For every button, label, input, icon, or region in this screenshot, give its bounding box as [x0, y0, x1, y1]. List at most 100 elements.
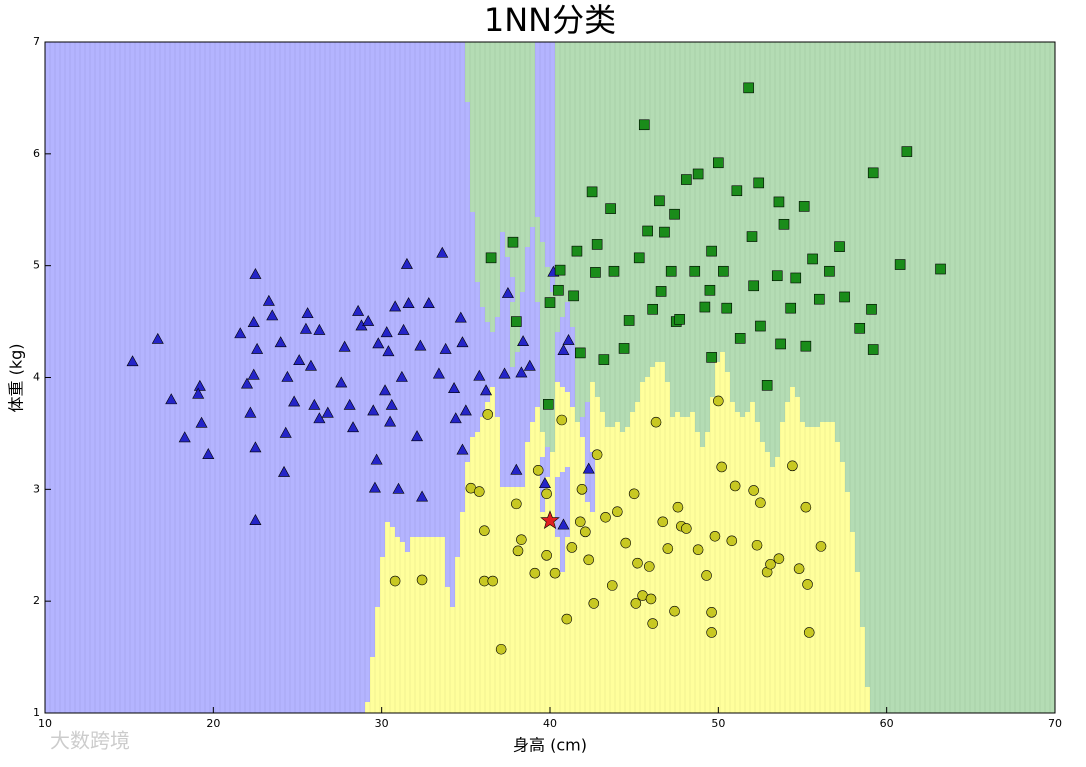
decision-region	[565, 302, 570, 307]
decision-region	[555, 122, 1055, 127]
decision-region	[555, 367, 575, 372]
decision-region	[475, 232, 500, 237]
decision-region	[45, 107, 470, 112]
point-circle	[561, 613, 573, 625]
decision-region	[555, 132, 1055, 137]
decision-region	[535, 112, 555, 117]
decision-region	[585, 472, 595, 477]
decision-region	[495, 327, 510, 332]
decision-region	[525, 482, 540, 487]
decision-region	[780, 442, 840, 447]
decision-region	[45, 157, 470, 162]
decision-region	[45, 262, 475, 267]
decision-region	[465, 52, 535, 57]
decision-region	[560, 317, 570, 322]
decision-region	[45, 52, 465, 57]
decision-region	[475, 272, 500, 277]
decision-region	[565, 537, 855, 542]
decision-region	[550, 467, 565, 472]
point-square	[706, 352, 717, 363]
decision-region	[560, 322, 570, 327]
decision-region	[560, 562, 565, 567]
decision-region	[385, 552, 445, 557]
decision-region	[45, 522, 385, 527]
y-tick-label: 1	[33, 706, 40, 719]
decision-region	[570, 492, 585, 497]
decision-region	[590, 437, 700, 442]
decision-region	[845, 487, 1055, 492]
point-triangle	[459, 404, 472, 416]
decision-region	[840, 452, 1055, 457]
point-square	[867, 344, 879, 355]
point-triangle	[402, 297, 415, 308]
decision-region	[555, 212, 1055, 217]
decision-region	[480, 282, 500, 287]
decision-region	[45, 397, 490, 402]
point-triangle	[126, 355, 139, 367]
point-square	[638, 119, 650, 131]
decision-region	[45, 132, 470, 137]
point-square	[854, 322, 866, 334]
decision-region	[530, 242, 535, 247]
point-circle	[574, 516, 586, 528]
decision-region	[475, 227, 530, 232]
decision-region	[780, 422, 805, 427]
decision-region	[500, 242, 505, 247]
point-triangle	[301, 307, 314, 319]
chart-title: 1NN分类	[484, 1, 616, 39]
decision-region	[555, 412, 575, 417]
point-triangle	[234, 327, 247, 339]
decision-region	[535, 292, 1055, 297]
decision-region	[45, 242, 475, 247]
decision-region	[370, 677, 865, 682]
point-circle	[532, 465, 544, 476]
decision-region	[470, 112, 535, 117]
decision-region	[535, 92, 555, 97]
point-square	[721, 302, 733, 314]
point-circle	[473, 486, 485, 497]
decision-region	[690, 412, 695, 417]
x-tick-label: 70	[1048, 717, 1062, 730]
decision-region	[495, 407, 535, 412]
decision-region	[580, 417, 590, 422]
decision-region	[45, 592, 380, 597]
decision-region	[575, 332, 1055, 337]
decision-region	[765, 442, 780, 447]
decision-region	[535, 152, 555, 157]
decision-region	[465, 72, 535, 77]
decision-regions	[44, 42, 1055, 713]
decision-region	[540, 357, 555, 362]
point-triangle	[397, 323, 410, 335]
decision-region	[535, 282, 550, 287]
decision-region	[495, 412, 535, 417]
point-triangle	[247, 316, 260, 328]
decision-region	[510, 357, 515, 362]
decision-region	[45, 347, 510, 352]
decision-region	[540, 317, 560, 322]
decision-region	[45, 297, 480, 302]
decision-region	[820, 422, 835, 427]
decision-region	[45, 402, 485, 407]
decision-region	[695, 427, 710, 432]
decision-region	[45, 62, 465, 67]
decision-region	[520, 297, 535, 302]
point-circle	[645, 593, 657, 605]
decision-region	[560, 557, 565, 562]
decision-region	[470, 132, 535, 137]
decision-region	[45, 147, 470, 152]
decision-region	[490, 387, 495, 392]
decision-region	[555, 442, 585, 447]
decision-region	[860, 612, 1055, 617]
decision-region	[45, 562, 380, 567]
point-square	[623, 315, 635, 326]
decision-region	[45, 452, 470, 457]
point-circle	[815, 541, 827, 552]
decision-region	[520, 292, 535, 297]
decision-region	[520, 337, 540, 342]
decision-region	[555, 72, 1055, 77]
decision-region	[540, 362, 555, 367]
decision-region	[535, 42, 555, 47]
decision-region	[575, 347, 1055, 352]
decision-region	[840, 447, 1055, 452]
